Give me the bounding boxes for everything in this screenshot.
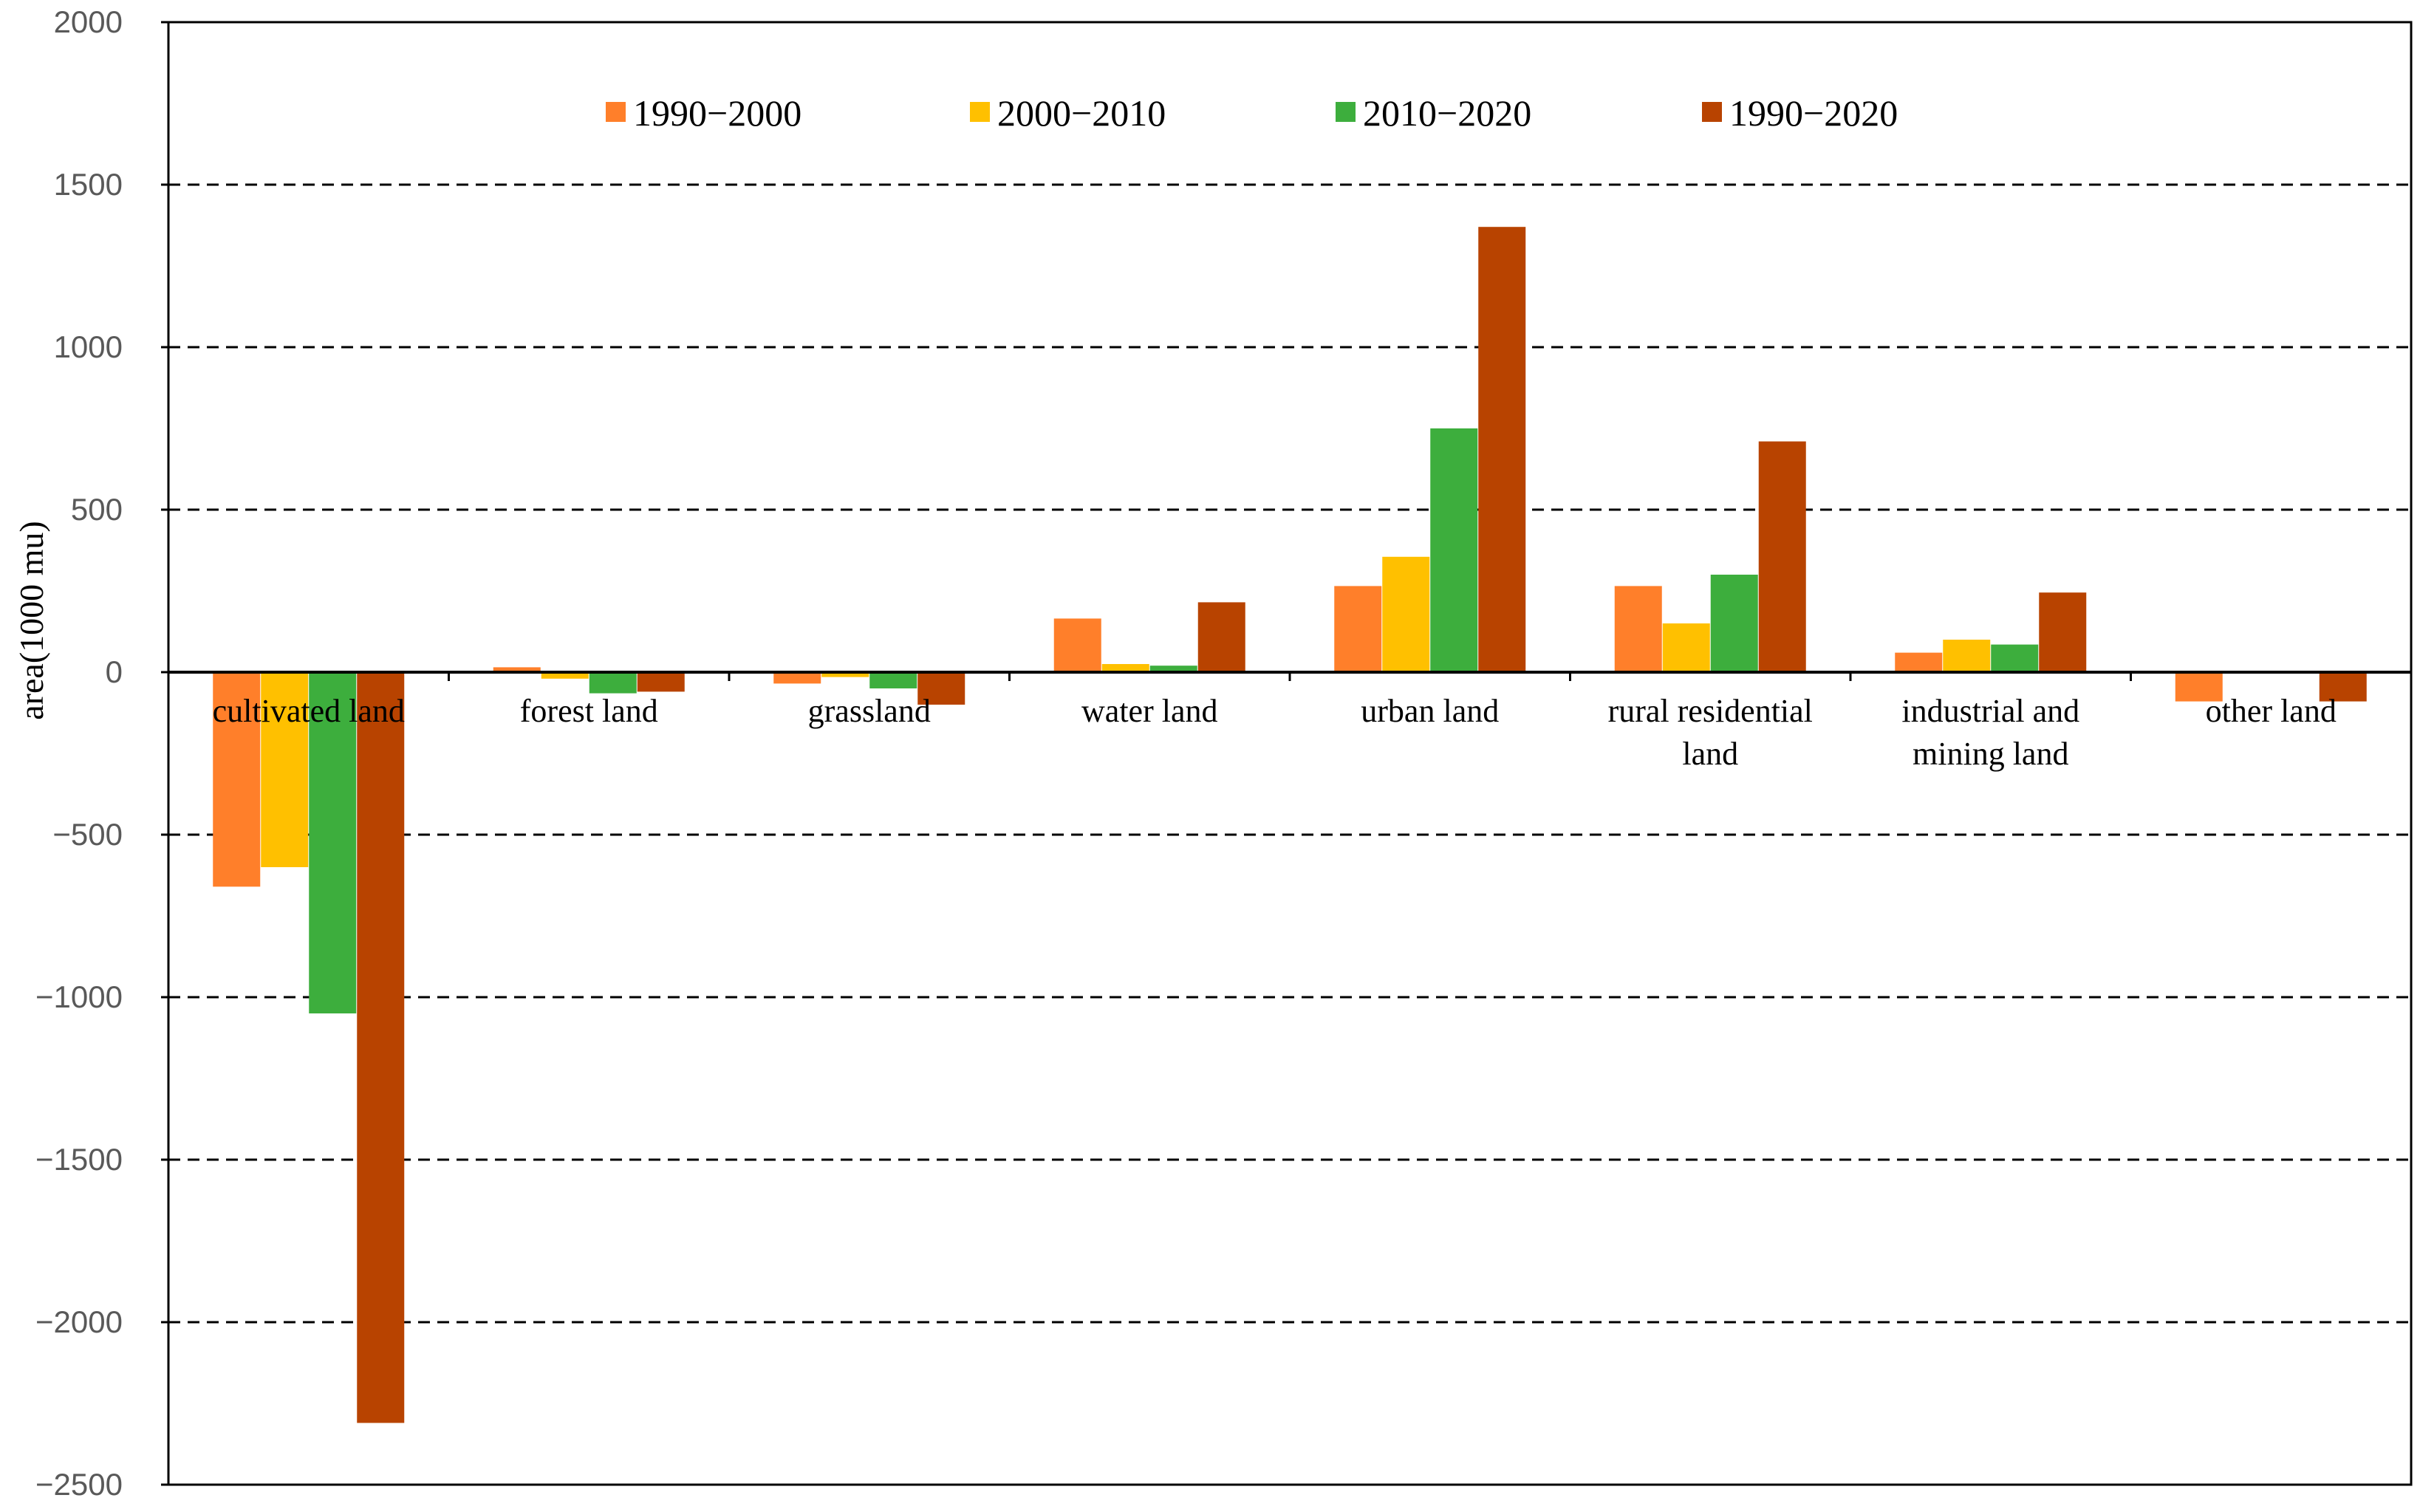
legend-label: 2010−2020: [1363, 92, 1531, 134]
bar: [1382, 556, 1430, 672]
bar: [1943, 640, 1991, 672]
legend-swatch: [970, 102, 990, 122]
axes: [161, 21, 2413, 1486]
legend-label: 2000−2010: [997, 92, 1166, 134]
y-tick-label: −2000: [35, 1304, 123, 1339]
bar: [213, 672, 261, 887]
category-label: mining land: [1913, 736, 2068, 772]
bar: [1101, 664, 1149, 672]
bar: [1710, 575, 1758, 672]
y-tick-label: 1500: [54, 167, 123, 202]
legend-swatch: [606, 102, 626, 122]
y-tick-label: 500: [71, 492, 123, 527]
plot-frame: [167, 21, 2413, 1486]
bar: [1334, 586, 1382, 672]
y-tick-label: −2500: [35, 1467, 123, 1502]
y-tick-label: −500: [52, 817, 123, 852]
bar: [1662, 623, 1710, 672]
category-label: other land: [2206, 693, 2337, 729]
category-label: grassland: [808, 693, 931, 729]
bar: [869, 672, 917, 688]
bar: [589, 672, 637, 694]
bar: [1478, 227, 1526, 672]
category-label: forest land: [520, 693, 658, 729]
legend-swatch: [1702, 102, 1722, 122]
bar: [309, 672, 357, 1013]
bar: [357, 672, 405, 1423]
bar: [1895, 652, 1943, 672]
bar: [1430, 428, 1478, 672]
category-labels: cultivated land forest land grassland water…: [213, 693, 2337, 772]
bar: [821, 672, 869, 677]
category-label: industrial and: [1901, 693, 2079, 729]
y-tick-labels: 2000 1500 1000 500 0 −500 −1000 −1500 −2000 −2500: [35, 4, 123, 1502]
bar: [773, 672, 821, 684]
bar: [1614, 586, 1662, 672]
bar: [2039, 592, 2087, 672]
grid-lines: [168, 183, 2411, 1324]
y-axis-title: area(1000 mu): [13, 521, 50, 720]
bar: [1991, 644, 2039, 672]
category-label: cultivated land: [213, 693, 405, 729]
y-tick-label: −1500: [35, 1142, 123, 1177]
bar: [261, 672, 309, 867]
legend: 1990−2000 2000−2010 2010−2020 1990−2020: [606, 92, 1898, 134]
y-tick-label: 2000: [54, 4, 123, 39]
bar: [2319, 672, 2367, 702]
category-label: urban land: [1361, 693, 1499, 729]
bar: [493, 667, 541, 672]
y-tick-label: 0: [106, 654, 123, 689]
bar: [1197, 602, 1245, 672]
legend-swatch: [1336, 102, 1356, 122]
bar: [637, 672, 685, 692]
bar: [1758, 441, 1806, 672]
legend-label: 1990−2000: [633, 92, 801, 134]
legend-label: 1990−2020: [1729, 92, 1898, 134]
bars: [213, 227, 2367, 1423]
category-label: water land: [1081, 693, 1217, 729]
y-tick-label: 1000: [54, 329, 123, 364]
bar: [1053, 618, 1101, 672]
bar: [2175, 672, 2223, 702]
y-tick-label: −1000: [35, 979, 123, 1014]
category-label: land: [1682, 736, 1738, 772]
bar: [1149, 666, 1197, 672]
category-label: rural residential: [1608, 693, 1813, 729]
bar: [541, 672, 589, 679]
bar: [917, 672, 965, 705]
